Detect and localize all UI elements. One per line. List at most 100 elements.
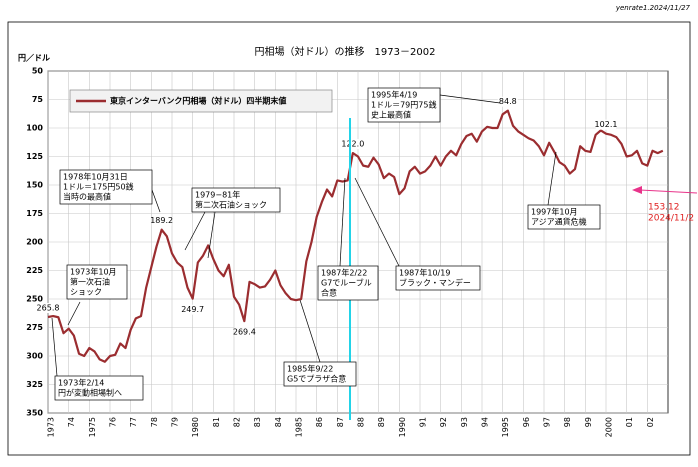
- x-tick-label: 1980: [191, 417, 200, 437]
- x-tick-label: 74: [67, 417, 76, 427]
- value-label: 269.4: [233, 328, 256, 337]
- x-tick-label: 86: [315, 417, 324, 427]
- annotation-text: 1987年2/22: [321, 268, 367, 278]
- leader-line: [67, 301, 81, 326]
- leader-line: [299, 299, 321, 363]
- annotation-box: [367, 87, 441, 123]
- annotation-text: 第一次石油: [70, 277, 110, 287]
- annotation-text: 第二次石油ショック: [195, 200, 267, 210]
- value-label: 122.0: [341, 140, 364, 149]
- plot: 265.8 189.2 249.7 269.4 122.0 84.8 102.1 東京インター…: [37, 89, 664, 363]
- y-tick-label: 75: [32, 95, 44, 104]
- annotation-box: [59, 169, 153, 205]
- x-tick-label: 78: [150, 417, 159, 427]
- y-tick-label: 50: [32, 67, 44, 76]
- x-tick-label: 83: [253, 417, 262, 427]
- annotation-text: 1973年10月: [70, 267, 117, 277]
- annotation-text: 1978年10月31日: [63, 172, 128, 182]
- value-label-bg: [234, 327, 255, 338]
- value-label-bg: [182, 304, 203, 315]
- frame: [7, 21, 691, 456]
- x-tick-label: 1975: [88, 417, 97, 437]
- annotation-text: 円が変動相場制へ: [58, 388, 122, 398]
- value-label: 84.8: [499, 97, 517, 106]
- y-tick-label: 250: [26, 295, 43, 304]
- current-arrow: [639, 189, 698, 194]
- corner-note: yenrate1.2024/11/27: [615, 4, 691, 12]
- x-tick-label: 2000: [605, 417, 614, 437]
- leader-line: [439, 94, 501, 104]
- annotation-text: 1987年10/19: [399, 268, 450, 278]
- annotation-text: ブラック・マンデー: [399, 278, 471, 288]
- x-tick-label: 94: [481, 417, 490, 427]
- x-tick-label: 91: [419, 417, 428, 427]
- annotation-text: 史上最高値: [371, 110, 411, 120]
- annotation-box: [317, 265, 379, 301]
- value-label-bg: [342, 139, 363, 150]
- x-tick-label: 84: [274, 417, 283, 427]
- annotation-box: [191, 187, 281, 213]
- y-tick-label: 125: [26, 152, 43, 161]
- legend-box: [69, 89, 333, 113]
- y-axis-label: 円／ドル: [18, 53, 50, 63]
- x-tick-label: 01: [625, 417, 634, 427]
- value-label: 189.2: [150, 216, 173, 225]
- annotation-box: [54, 375, 144, 401]
- annotation-text: 当時の最高値: [63, 192, 111, 202]
- current-arrowhead: [632, 186, 642, 194]
- x-tick-label: 98: [563, 417, 572, 427]
- y-tick-label: 325: [26, 380, 43, 389]
- x-tick-label: 92: [439, 417, 448, 427]
- annotation-box: [283, 361, 357, 387]
- x-tick-label: 1985: [295, 417, 304, 437]
- y-tick-label: 350: [26, 409, 43, 418]
- leader-line: [151, 189, 161, 213]
- y-tick-label: 175: [26, 209, 43, 218]
- y-tick-label: 300: [26, 352, 43, 361]
- y-tick-label: 225: [26, 266, 43, 275]
- annotation-text: アジア通貨危機: [531, 217, 587, 227]
- x-tick-label: 1990: [398, 417, 407, 437]
- annotation-box: [527, 204, 601, 230]
- series-line: [47, 109, 664, 363]
- x-tick-label: 76: [109, 417, 118, 427]
- leader-line: [184, 211, 206, 251]
- value-label: 265.8: [37, 304, 60, 313]
- value-label-bg: [38, 303, 58, 314]
- leader-line: [354, 177, 401, 269]
- x-tick-label: 99: [584, 417, 593, 427]
- legend-label: 東京インターバンク円相場（対ドル）四半期末値: [110, 96, 286, 106]
- y-tick-label: 100: [26, 124, 43, 133]
- annotation-text: 1ドル＝79円75銭: [371, 100, 436, 110]
- value-label-bg: [596, 119, 616, 130]
- annotation-text: 1979−81年: [195, 190, 240, 200]
- annotation-box: [395, 265, 481, 291]
- annotation-text: 1997年10月: [531, 207, 578, 217]
- x-tick-label: 1973: [47, 417, 56, 437]
- annotation-text: 1973年2/14: [58, 378, 104, 388]
- annotation-text: 1995年4/19: [371, 90, 417, 100]
- x-tick-label: 89: [377, 417, 386, 427]
- x-tick-label: 93: [460, 417, 469, 427]
- x-tick-label: 97: [543, 417, 552, 427]
- annotation-text: G7でルーブル: [321, 278, 372, 288]
- x-tick-label: 87: [336, 417, 345, 427]
- annotation-box: [66, 264, 128, 300]
- chart-title: 円相場（対ドル）の推移 1973－2002: [255, 45, 436, 58]
- leader-line: [339, 177, 346, 267]
- annotation-text: ショック: [70, 288, 102, 297]
- current-note: 2024/11/2: [648, 214, 694, 224]
- x-tick-label: 1995: [501, 417, 510, 437]
- y-tick-label: 275: [26, 323, 43, 332]
- annotation-text: 1ドル＝175円50銭: [63, 182, 134, 192]
- value-label: 102.1: [595, 120, 618, 129]
- x-tick-label: 81: [212, 417, 221, 427]
- x-tick-label: 82: [233, 417, 242, 427]
- annotation-text: G5でプラザ合意: [287, 374, 346, 384]
- leader-line: [51, 317, 58, 377]
- value-label: 249.7: [181, 305, 204, 314]
- x-tick-label: 79: [171, 417, 180, 427]
- value-label-bg: [497, 96, 518, 107]
